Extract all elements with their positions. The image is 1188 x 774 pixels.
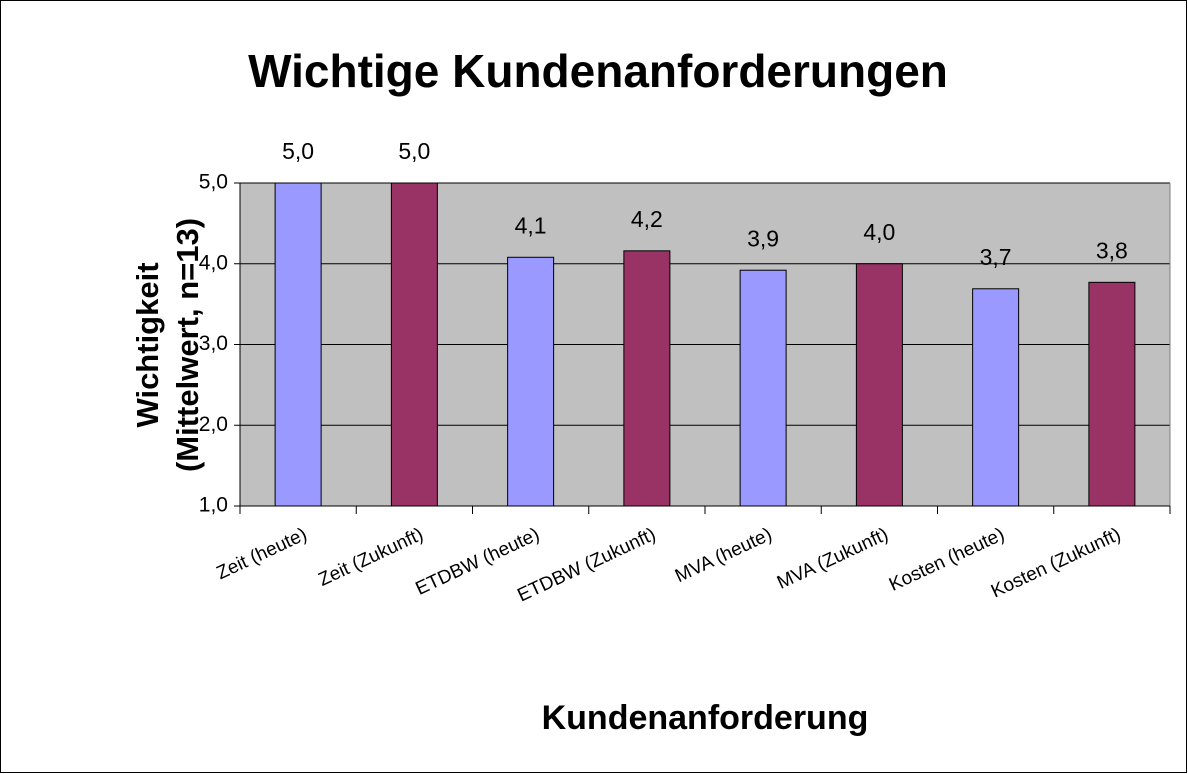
value-label: 3,9 bbox=[747, 225, 779, 251]
bar bbox=[1088, 281, 1136, 507]
bar bbox=[274, 182, 322, 507]
bar bbox=[855, 263, 903, 507]
y-tick-label: 3,0 bbox=[199, 332, 228, 355]
value-label: 5,0 bbox=[398, 138, 430, 164]
y-axis-label: Wichtigkeit bbox=[130, 262, 165, 427]
value-label: 3,8 bbox=[1096, 237, 1128, 263]
value-label: 4,2 bbox=[631, 206, 663, 232]
bar bbox=[739, 269, 787, 507]
value-label: 3,7 bbox=[980, 244, 1012, 270]
y-tick-label: 1,0 bbox=[199, 494, 228, 517]
bar bbox=[507, 256, 555, 507]
value-label: 4,0 bbox=[863, 219, 895, 245]
bar bbox=[623, 250, 671, 507]
value-label: 5,0 bbox=[282, 138, 314, 164]
bar bbox=[972, 288, 1020, 507]
chart-title: Wichtige Kundenanforderungen bbox=[248, 45, 948, 97]
y-tick-label: 4,0 bbox=[199, 251, 228, 274]
y-tick-label: 5,0 bbox=[199, 171, 228, 194]
value-label: 4,1 bbox=[515, 212, 547, 238]
bar bbox=[390, 182, 438, 507]
y-tick-label: 2,0 bbox=[199, 413, 228, 436]
y-axis-label: (Mittelwert, n=13) bbox=[170, 218, 205, 472]
x-axis-label: Kundenanforderung bbox=[542, 699, 869, 737]
